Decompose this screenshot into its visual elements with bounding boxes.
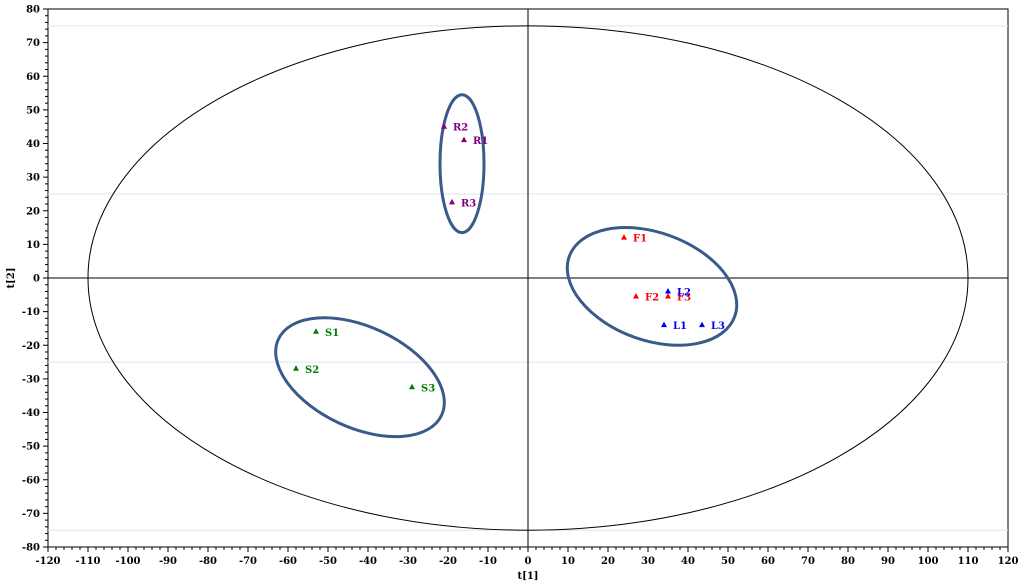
x-tick-label: 60 (761, 556, 775, 567)
data-point-label: L3 (711, 321, 725, 332)
x-tick-label: 10 (561, 556, 575, 567)
y-tick-label: -30 (22, 374, 40, 385)
data-point-marker (665, 287, 671, 294)
data-point-marker (699, 321, 705, 328)
y-tick-label: -70 (22, 509, 40, 520)
y-tick-label: -20 (22, 341, 40, 352)
x-tick-label: 70 (801, 556, 815, 567)
group-ellipse (565, 226, 739, 347)
data-point-label: R1 (473, 136, 488, 147)
data-point-label: S1 (325, 328, 339, 339)
data-point-label: R2 (453, 123, 468, 134)
data-point-label: L1 (673, 321, 687, 332)
data-point-label: S2 (305, 365, 319, 376)
data-point-marker (409, 383, 415, 390)
y-tick-label: -10 (22, 307, 40, 318)
y-tick-label: 0 (33, 274, 40, 285)
x-axis-title: t[1] (517, 571, 538, 582)
data-point-marker (633, 292, 639, 299)
y-tick-label: 60 (26, 72, 40, 83)
group-ellipse (274, 316, 446, 439)
data-point-marker (449, 198, 455, 205)
x-tick-label: -80 (199, 556, 217, 567)
y-tick-label: -40 (22, 408, 40, 419)
data-point-label: L2 (677, 287, 691, 298)
ticks: -120 -110 -100 -90 -80 -70 -60 -50 -40 -30 -20 -10 0… (22, 5, 1019, 568)
data-point-label: F3 (677, 292, 691, 303)
x-tick-label: 110 (958, 556, 979, 567)
ellipses (87, 25, 969, 531)
x-tick-label: -20 (439, 556, 457, 567)
y-tick-label: 70 (26, 38, 40, 49)
x-tick-label: 30 (641, 556, 655, 567)
x-tick-label: 20 (601, 556, 615, 567)
data-point-marker (665, 292, 671, 299)
y-tick-label: 30 (26, 173, 40, 184)
x-tick-label: -120 (35, 556, 60, 567)
x-tick-label: -90 (159, 556, 177, 567)
x-tick-label: 120 (998, 556, 1019, 567)
zero-axes (48, 9, 1008, 547)
y-tick-label: -80 (22, 543, 40, 554)
y-tick-label: 10 (26, 240, 40, 251)
x-tick-label: 100 (918, 556, 939, 567)
y-tick-label: 50 (26, 105, 40, 116)
x-tick-label: 80 (841, 556, 855, 567)
x-tick-label: -70 (239, 556, 257, 567)
x-tick-label: -110 (75, 556, 100, 567)
data-point-marker (293, 365, 299, 371)
y-tick-label: 40 (26, 139, 40, 150)
data-point-label: R3 (461, 198, 476, 209)
x-tick-label: -30 (399, 556, 417, 567)
data-point-label: F2 (645, 292, 659, 303)
x-tick-label: -60 (279, 556, 297, 567)
data-point-label: F1 (633, 234, 647, 245)
group-ellipse (438, 93, 486, 235)
x-tick-label: -10 (479, 556, 497, 567)
y-axis-title: t[2] (6, 267, 17, 288)
data-point-marker (313, 328, 319, 334)
x-tick-label: -40 (359, 556, 377, 567)
x-tick-label: 0 (525, 556, 532, 567)
y-tick-label: 20 (26, 206, 40, 217)
y-tick-label: -60 (22, 475, 40, 486)
data-point-marker (461, 136, 467, 143)
hotelling-confidence-ellipse (87, 25, 969, 531)
y-tick-label: -50 (22, 442, 40, 453)
x-tick-label: -50 (319, 556, 337, 567)
data-point-label: S3 (421, 383, 435, 394)
x-tick-label: 50 (721, 556, 735, 567)
x-tick-label: 40 (681, 556, 695, 567)
data-point-marker (441, 123, 447, 129)
x-tick-label: 90 (881, 556, 895, 567)
x-tick-label: -100 (115, 556, 140, 567)
y-tick-label: 80 (26, 5, 40, 16)
data-point-marker (661, 321, 667, 328)
data-point-marker (621, 234, 627, 240)
